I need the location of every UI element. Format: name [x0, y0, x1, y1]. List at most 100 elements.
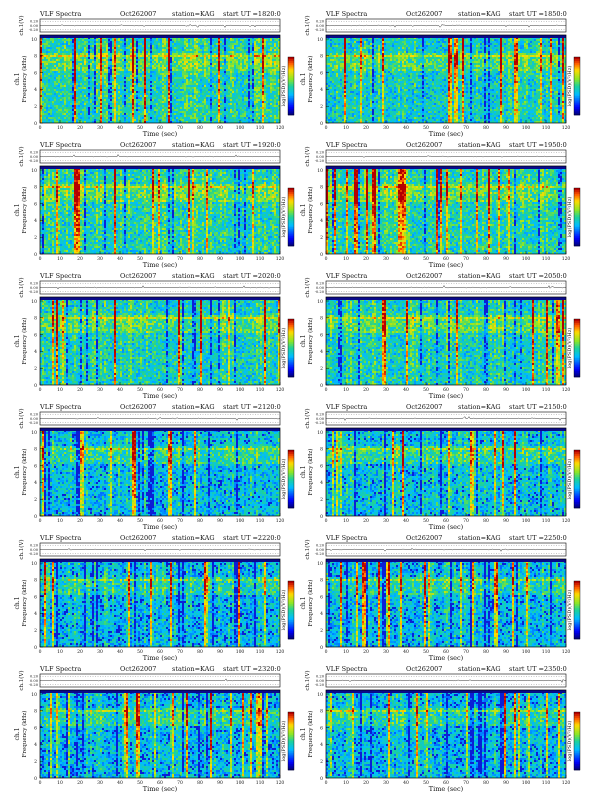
spectrogram-cell — [46, 51, 48, 53]
spectrogram-cell — [48, 57, 50, 59]
spectrogram-cell — [52, 71, 54, 73]
spectrogram-cell — [56, 67, 58, 69]
spectrogram-cell — [48, 93, 50, 95]
spectrogram-cell — [50, 65, 52, 67]
spectrogram-cell — [48, 119, 50, 121]
spectrogram-cell — [46, 79, 48, 81]
spectrogram-cell — [42, 67, 44, 69]
spectrogram-cell — [52, 105, 54, 107]
spectrogram-cell — [46, 71, 48, 73]
spectrogram-cell — [42, 79, 44, 81]
spectrogram-cell — [50, 51, 52, 53]
spectrogram-cell — [50, 41, 52, 43]
spectrogram-cell — [52, 47, 54, 49]
spectrogram-cell — [56, 79, 58, 81]
spectrogram-cell — [54, 49, 56, 51]
spectrogram-cell — [48, 99, 50, 101]
spectrogram-cell — [54, 81, 56, 83]
spectrogram-cell — [54, 63, 56, 65]
spectrogram-cell — [42, 77, 44, 79]
spectrogram-cell — [50, 89, 52, 91]
spectrogram-cell — [56, 99, 58, 101]
spectrogram-cell — [50, 57, 52, 59]
spectrogram-cell — [46, 57, 48, 59]
spectrogram-cell — [54, 57, 56, 59]
spectrogram-cell — [48, 41, 50, 43]
spectrogram-cell — [42, 43, 44, 45]
spectrogram-cell — [58, 115, 60, 117]
spectrogram-cell — [52, 77, 54, 79]
spectrogram-cell — [56, 81, 58, 83]
spectrogram-cell — [44, 59, 46, 61]
spectrogram-cell — [48, 91, 50, 93]
spectrogram-cell — [44, 65, 46, 67]
spectrogram-cell — [46, 85, 48, 87]
spectrogram-cell — [44, 53, 46, 55]
spectrogram-cell — [44, 55, 46, 57]
spectrogram-cell — [44, 63, 46, 65]
spectrogram-cell — [58, 57, 60, 59]
spectrogram-cell — [56, 41, 58, 43]
spectrogram-cell — [44, 105, 46, 107]
spectrogram-cell — [52, 55, 54, 57]
chart-panel: VLF Spectra Oct262007 station=KAG start UT … — [14, 10, 294, 138]
spectrogram-cell — [44, 45, 46, 47]
spectrogram-cell — [56, 51, 58, 53]
spectrogram-cell — [60, 41, 62, 43]
spectrogram-cell — [52, 67, 54, 69]
spectrogram-cell — [46, 99, 48, 101]
spectrogram-cell — [44, 83, 46, 85]
spectrogram-cell — [50, 67, 52, 69]
spectrogram-cell — [50, 81, 52, 83]
spectrogram-cell — [52, 83, 54, 85]
spectrogram-cell — [54, 101, 56, 103]
spectrogram-cell — [58, 51, 60, 53]
spectrogram-cell — [42, 61, 44, 63]
spectrogram-cell — [52, 119, 54, 121]
spectrogram-cell — [50, 101, 52, 103]
spectrogram-cell — [42, 91, 44, 93]
spectrogram-cell — [54, 87, 56, 89]
spectrogram-cell — [46, 119, 48, 121]
spectrogram-cell — [48, 101, 50, 103]
chart-date: Oct262007 — [120, 10, 156, 18]
spectrogram-cell — [52, 95, 54, 97]
spectrogram-cell — [56, 91, 58, 93]
spectrogram-cell — [52, 89, 54, 91]
spectrogram-cell — [50, 71, 52, 73]
spectrogram-cell — [56, 57, 58, 59]
spectrogram-cell — [44, 113, 46, 115]
spectrogram-cell — [54, 61, 56, 63]
spectrogram-cell — [58, 109, 60, 111]
spectrogram-cell — [50, 45, 52, 47]
spectrogram-cell — [58, 65, 60, 67]
spectrogram-cell — [48, 109, 50, 111]
spectrogram-cell — [46, 105, 48, 107]
spectrogram-cell — [52, 57, 54, 59]
spectrogram-cell — [54, 67, 56, 69]
spectrogram-cell — [58, 97, 60, 99]
spectrogram-cell — [54, 41, 56, 43]
spectrogram-cell — [46, 93, 48, 95]
spectrogram-cell — [48, 117, 50, 119]
spectrogram-cell — [56, 103, 58, 105]
spectrogram-cell — [48, 95, 50, 97]
spectrogram-cell — [42, 81, 44, 83]
spectrogram-cell — [50, 113, 52, 115]
spectrogram-cell — [58, 47, 60, 49]
spectrogram-cell — [48, 79, 50, 81]
spectrogram-cell — [48, 53, 50, 55]
spectrogram-cell — [54, 95, 56, 97]
spectrogram-cell — [46, 97, 48, 99]
spectrogram-cell — [54, 107, 56, 109]
spectrogram-cell — [50, 117, 52, 119]
spectrogram-cell — [48, 43, 50, 45]
spectrogram-cell — [46, 107, 48, 109]
spectrogram-cell — [46, 49, 48, 51]
spectrogram-cell — [42, 103, 44, 105]
spectrogram-cell — [48, 77, 50, 79]
spectrogram-cell — [52, 93, 54, 95]
spectrogram-cell — [52, 111, 54, 113]
spectrogram-cell — [50, 99, 52, 101]
spectrogram-cell — [46, 61, 48, 63]
